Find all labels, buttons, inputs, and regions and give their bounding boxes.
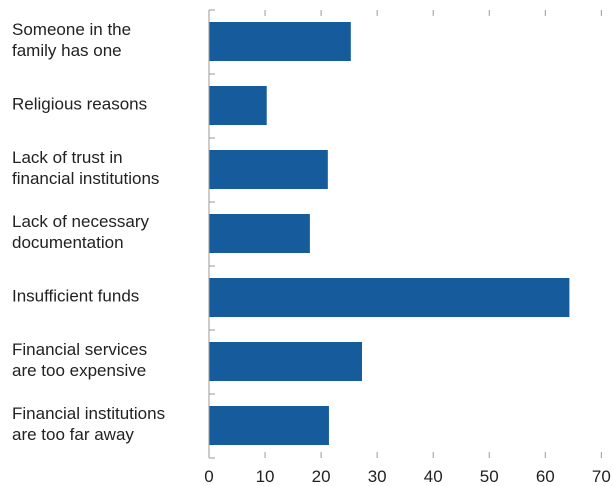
category-label-0: Someone in the family has one [12, 20, 131, 60]
category-label-6: Financial institutions are too far away [12, 404, 165, 444]
category-label-1: Religious reasons [12, 95, 147, 114]
bar-3 [209, 214, 310, 253]
bars [209, 22, 570, 445]
x-tick-label-2: 20 [312, 467, 331, 486]
x-tick-label-0: 0 [204, 467, 213, 486]
x-tick-label-5: 50 [480, 467, 499, 486]
category-label-5: Financial services are too expensive [12, 340, 147, 380]
x-axis-ticks: 0 10 20 30 40 50 60 70 [204, 452, 611, 486]
category-labels: Someone in the family has one Religious re… [12, 20, 165, 444]
top-axis-ticks [264, 10, 602, 16]
bar-5 [209, 342, 363, 381]
category-label-3: Lack of necessary documentation [12, 212, 150, 252]
bar-4 [209, 278, 570, 317]
bar-0 [209, 22, 351, 61]
bar-2 [209, 150, 328, 189]
x-tick-label-3: 30 [368, 467, 387, 486]
category-label-4: Insufficient funds [12, 287, 139, 306]
x-tick-label-7: 70 [592, 467, 611, 486]
x-tick-label-4: 40 [424, 467, 443, 486]
bar-1 [209, 86, 267, 125]
bar-6 [209, 406, 329, 445]
x-tick-label-6: 60 [536, 467, 555, 486]
category-label-2: Lack of trust in financial institutions [12, 148, 159, 188]
x-tick-label-1: 10 [256, 467, 275, 486]
y-axis-ticks [209, 9, 215, 459]
